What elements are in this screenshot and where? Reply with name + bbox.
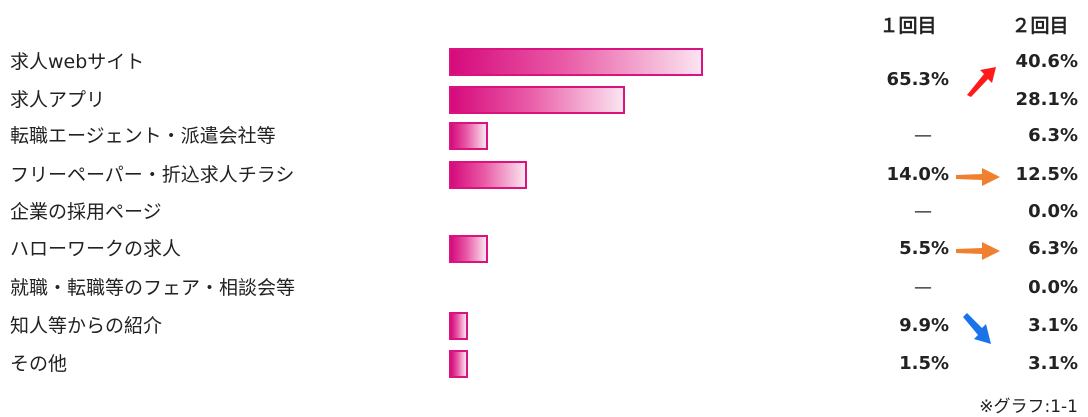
- value-first: 9.9%: [899, 315, 949, 336]
- value-first-none: —: [914, 201, 932, 222]
- footnote: ※グラフ:1-1: [979, 397, 1078, 417]
- trend-up-arrow-icon: [967, 67, 996, 97]
- category-label: その他: [10, 353, 68, 375]
- bar: [449, 235, 489, 263]
- bar: [449, 48, 703, 76]
- value-first-none: —: [914, 277, 932, 298]
- header-second: ２回目: [1011, 15, 1069, 37]
- value-second: 6.3%: [1028, 125, 1078, 146]
- header-first: １回目: [879, 15, 937, 37]
- value-second: 0.0%: [1028, 201, 1078, 222]
- value-second: 40.6%: [1015, 51, 1078, 72]
- value-second: 28.1%: [1015, 89, 1078, 110]
- bar: [449, 122, 489, 150]
- category-label: 就職・転職等のフェア・相談会等: [10, 277, 296, 299]
- value-first: 1.5%: [899, 353, 949, 374]
- category-label: 転職エージェント・派遣会社等: [10, 125, 276, 147]
- value-second: 6.3%: [1028, 238, 1078, 259]
- bar: [449, 312, 469, 340]
- value-first-none: —: [914, 125, 932, 146]
- category-label: 求人webサイト: [10, 51, 145, 73]
- value-second: 3.1%: [1028, 353, 1078, 374]
- bar: [449, 350, 469, 378]
- category-label: フリーペーパー・折込求人チラシ: [10, 164, 295, 186]
- category-label: ハローワークの求人: [10, 238, 182, 260]
- trend-down-arrow-icon: [963, 313, 991, 344]
- trend-flat-arrow-icon: [956, 242, 1000, 260]
- bar: [449, 86, 625, 114]
- category-label: 企業の採用ページ: [10, 201, 162, 223]
- category-label: 知人等からの紹介: [10, 315, 163, 337]
- trend-flat-arrow-icon: [956, 168, 1000, 186]
- value-second: 12.5%: [1015, 164, 1078, 185]
- value-first: 65.3%: [886, 69, 949, 90]
- value-first: 5.5%: [899, 238, 949, 259]
- category-label: 求人アプリ: [10, 89, 106, 111]
- value-second: 0.0%: [1028, 277, 1078, 298]
- value-second: 3.1%: [1028, 315, 1078, 336]
- bar: [449, 161, 528, 189]
- value-first: 14.0%: [886, 164, 949, 185]
